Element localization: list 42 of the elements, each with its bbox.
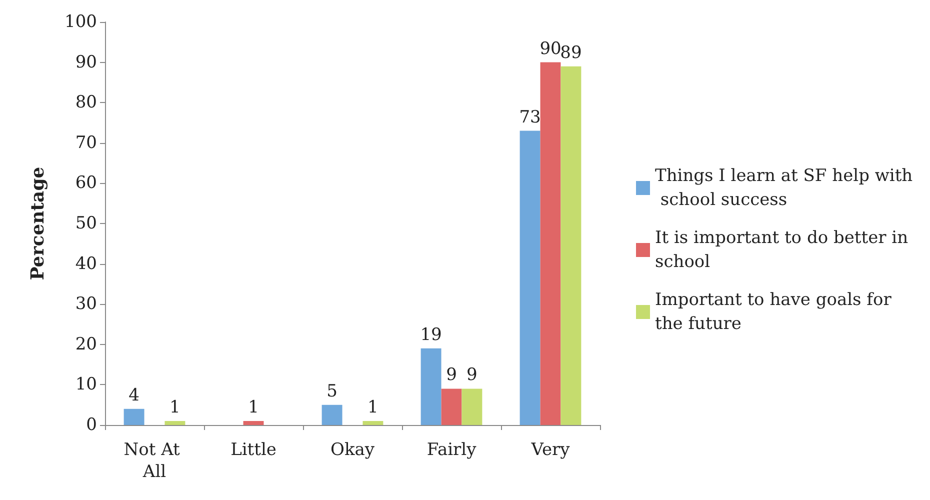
x-tick-label: Not At All xyxy=(124,440,186,482)
data-label: 1 xyxy=(368,397,378,418)
bar xyxy=(462,388,482,425)
bar xyxy=(441,388,462,425)
data-label: 9 xyxy=(446,365,457,386)
y-tick-label: 10 xyxy=(75,374,97,395)
y-tick-label: 90 xyxy=(75,52,97,72)
y-tick-label: 30 xyxy=(75,294,97,314)
bar xyxy=(362,420,384,425)
y-axis-title: Percentage xyxy=(28,166,48,280)
x-tick-label: Okay xyxy=(330,440,375,460)
y-tick-label: 80 xyxy=(75,92,97,113)
data-label: 4 xyxy=(128,385,140,406)
data-label: 1 xyxy=(170,397,180,418)
x-tick-label: Fairly xyxy=(426,440,477,460)
bar xyxy=(520,130,540,425)
y-tick-label: 0 xyxy=(86,415,97,435)
x-tick-label: Very xyxy=(530,440,570,460)
legend-label: Things I learn at SF help with school success xyxy=(655,166,913,210)
y-tick-label: 40 xyxy=(75,254,97,274)
data-label: 5 xyxy=(326,381,338,402)
bar xyxy=(322,404,342,425)
y-tick-label: 70 xyxy=(75,132,97,153)
y-tick-label: 60 xyxy=(75,173,97,194)
x-tick-label: Little xyxy=(230,440,276,460)
legend-label: It is important to do better in school xyxy=(655,228,914,272)
data-label: 1 xyxy=(248,397,259,418)
y-tick-label: 100 xyxy=(64,12,97,32)
data-label: 9 xyxy=(466,365,478,386)
bar xyxy=(420,348,442,425)
bar xyxy=(243,420,264,425)
data-label: 89 xyxy=(560,42,582,63)
bar xyxy=(540,62,561,425)
bar xyxy=(124,408,144,425)
y-tick-label: 50 xyxy=(75,214,97,234)
legend-label: Important to have goals for the future xyxy=(655,290,897,334)
data-label: 73 xyxy=(519,107,541,128)
bar xyxy=(164,420,186,425)
y-tick-label: 20 xyxy=(75,334,97,354)
bar xyxy=(560,66,582,425)
data-label: 19 xyxy=(420,324,442,345)
data-label: 90 xyxy=(540,38,562,59)
